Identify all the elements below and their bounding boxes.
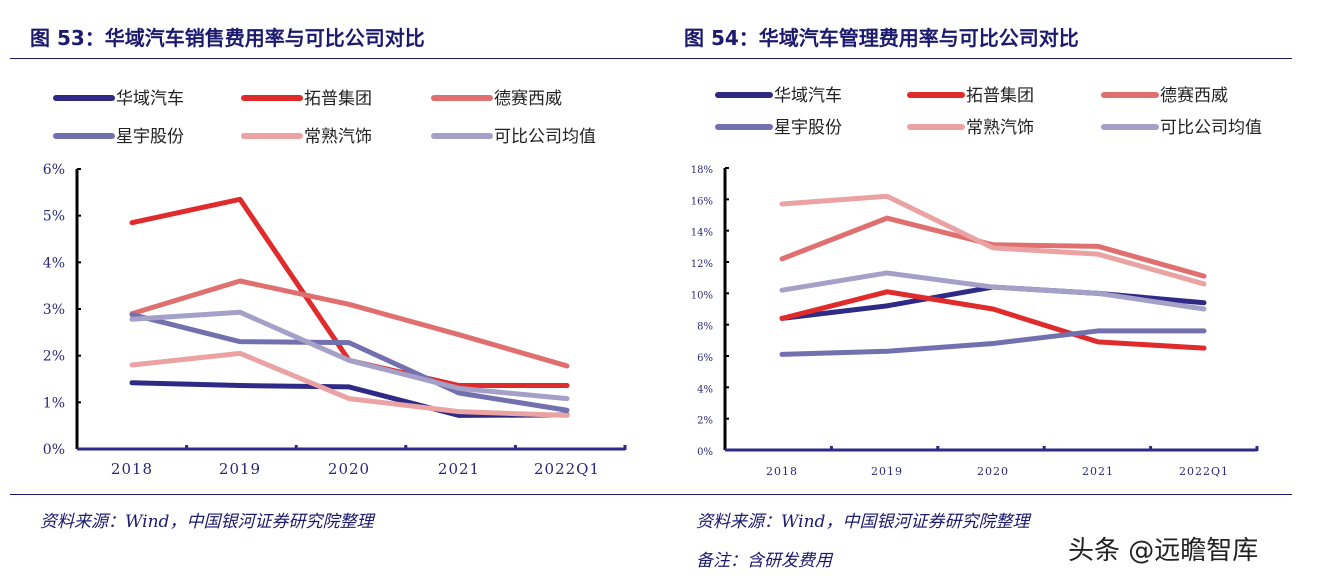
right-note: 备注：含研发费用 (696, 551, 832, 571)
y-tick-label: 6% (697, 353, 713, 364)
x-tick-label: 2021 (438, 460, 480, 478)
y-tick-label: 1% (43, 395, 65, 411)
top-divider (10, 58, 1292, 59)
y-tick-label: 14% (691, 228, 713, 239)
y-tick-label: 5% (43, 209, 65, 225)
y-tick-label: 4% (697, 384, 713, 395)
y-tick-label: 2% (43, 349, 65, 365)
x-tick-label: 2019 (871, 465, 903, 478)
left-chart-title: 图 53：华域汽车销售费用率与可比公司对比 (30, 26, 425, 50)
legend-label: 常熟汽饰 (304, 126, 372, 147)
x-tick-label: 2021 (1082, 465, 1114, 478)
y-tick-label: 16% (691, 196, 713, 207)
legend-label: 华域汽车 (774, 86, 842, 106)
y-tick-label: 12% (691, 259, 713, 270)
y-tick-label: 6% (43, 162, 65, 178)
legend-label: 德赛西威 (1160, 85, 1228, 106)
right-chart-title: 图 54：华域汽车管理费用率与可比公司对比 (684, 26, 1079, 50)
legend-label: 拓普集团 (966, 86, 1034, 106)
y-tick-label: 3% (43, 302, 65, 318)
x-tick-label: 2020 (328, 460, 370, 478)
y-tick-label: 2% (697, 416, 713, 427)
series-line-常熟汽饰 (779, 193, 1207, 287)
bottom-divider (10, 494, 1292, 495)
legend-label: 可比公司均值 (1160, 118, 1262, 138)
legend-label: 可比公司均值 (494, 127, 596, 147)
y-tick-label: 0% (697, 447, 713, 458)
x-tick-label: 2022Q1 (534, 460, 600, 478)
legend-label: 拓普集团 (304, 89, 372, 109)
y-tick-label: 18% (691, 165, 713, 176)
y-tick-label: 4% (43, 255, 65, 271)
right-source: 资料来源：Wind，中国银河证券研究院整理 (696, 512, 1030, 532)
legend-label: 常熟汽饰 (966, 117, 1034, 138)
legend-label: 星宇股份 (774, 118, 842, 138)
y-tick-label: 10% (691, 290, 713, 301)
series-line-德赛西威 (129, 278, 570, 369)
x-tick-label: 2020 (977, 465, 1009, 478)
x-tick-label: 2022Q1 (1179, 465, 1229, 478)
legend-label: 华域汽车 (116, 89, 184, 109)
x-tick-label: 2019 (219, 460, 261, 478)
x-tick-label: 2018 (111, 460, 153, 478)
legend-label: 德赛西威 (494, 88, 562, 109)
left-source: 资料来源：Wind，中国银河证券研究院整理 (40, 512, 374, 532)
watermark: 头条 @远瞻智库 (1068, 536, 1259, 566)
x-tick-label: 2018 (766, 465, 798, 478)
legend-label: 星宇股份 (116, 127, 184, 147)
y-tick-label: 0% (43, 442, 65, 458)
y-tick-label: 8% (697, 322, 713, 333)
